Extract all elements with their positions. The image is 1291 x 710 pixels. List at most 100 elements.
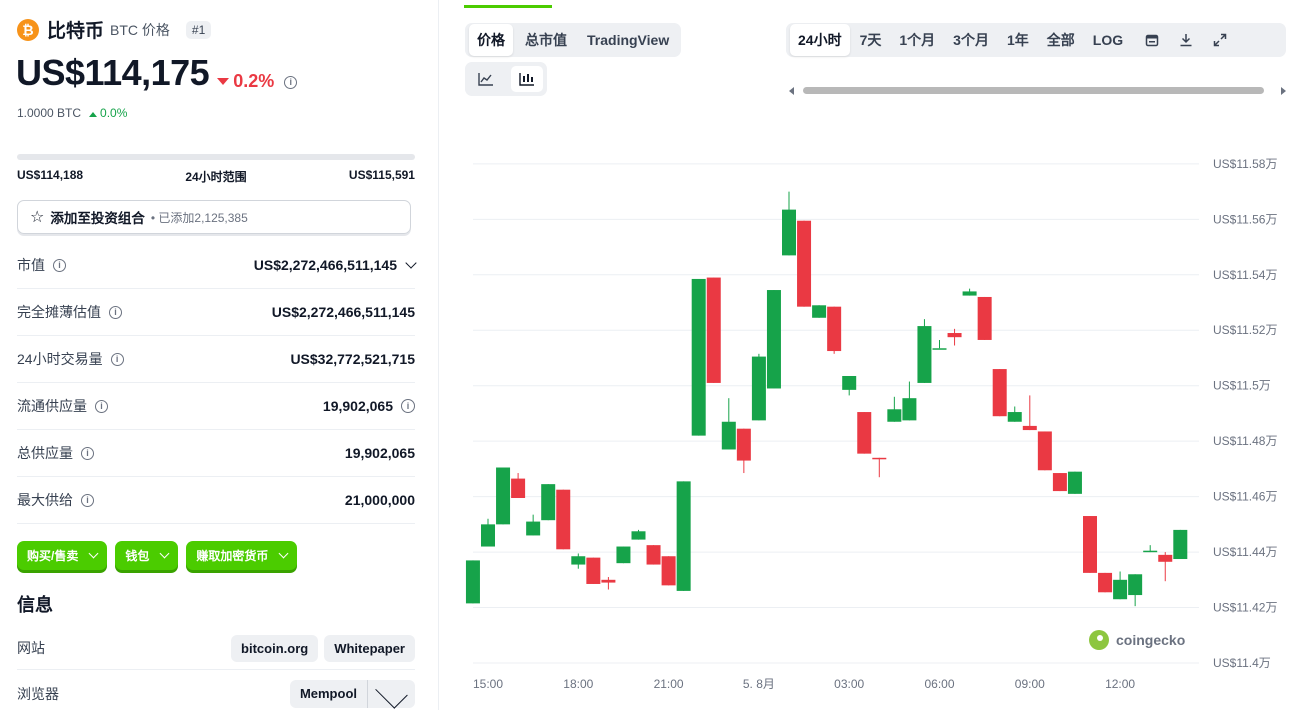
candle-body (1143, 550, 1158, 553)
tab-tradingview[interactable]: TradingView (587, 32, 670, 48)
candle-body (496, 467, 511, 525)
info-icon[interactable]: i (109, 305, 122, 319)
price-candlestick-chart[interactable]: US$11.4万 US$11.42万 US$11.44万 US$11.46万 US$11… (439, 0, 1291, 710)
website-link[interactable]: bitcoin.org (231, 634, 319, 662)
range-3m[interactable]: 3个月 (953, 32, 989, 48)
candle-body (1083, 516, 1097, 573)
range-7d[interactable]: 7天 (859, 32, 882, 48)
candle-body (1128, 574, 1143, 596)
price-row: US$114,175 0.2% i (16, 52, 298, 94)
buy-sell-button[interactable]: 购买/售卖 (17, 541, 108, 570)
stat-label-text: 完全摊薄估值 (17, 304, 101, 320)
stat-value: 19,902,065 (344, 445, 415, 461)
scroll-right-arrow-icon[interactable] (1281, 87, 1286, 95)
btc-value: 1.0000 BTC (17, 106, 82, 120)
expand-icon (1213, 33, 1227, 47)
btc-change-value: 0.0% (100, 106, 128, 120)
info-icon[interactable]: i (81, 446, 94, 460)
add-to-portfolio-button[interactable]: ☆ 添加至投资组合 • 已添加2,125,385 (17, 200, 411, 234)
chart-panel: 价格 总市值 TradingView 24小时 7天 1个月 3个月 1年 全部… (439, 0, 1291, 710)
chart-tabs: 价格 总市值 TradingView (465, 23, 682, 57)
chevron-down-icon (159, 548, 170, 559)
download-button[interactable] (1173, 33, 1199, 47)
scroll-left-arrow-icon[interactable] (789, 87, 794, 95)
stat-label: 市值 i (17, 255, 66, 275)
candle-body (631, 531, 646, 540)
portfolio-label: 添加至投资组合 (50, 211, 145, 226)
candle-body (1113, 579, 1128, 600)
candle-body (992, 369, 1007, 417)
calendar-icon (1145, 34, 1159, 47)
wallet-label: 钱包 (125, 549, 150, 563)
x-tick-label: 06:00 (924, 677, 954, 691)
stat-value: US$2,272,466,511,145 (253, 257, 397, 273)
candle-body (1007, 412, 1022, 422)
tab-market-cap[interactable]: 总市值 (525, 32, 567, 48)
chevron-down-icon (375, 676, 408, 709)
range-all[interactable]: 全部 (1046, 32, 1075, 48)
info-icon[interactable]: i (110, 352, 124, 366)
info-section-title: 信息 (17, 595, 53, 615)
scrollbar-thumb[interactable] (803, 87, 1264, 94)
stat-value: 19,902,065 i (323, 398, 415, 414)
candle-body (481, 524, 495, 547)
x-tick-label: 15:00 (473, 677, 503, 691)
candlestick-chart-button[interactable] (510, 66, 543, 92)
explorer-link[interactable]: Mempool (299, 686, 357, 701)
explorer-row: 浏览器 Mempool (17, 676, 415, 709)
stat-label-text: 市值 (17, 257, 45, 273)
candle-body (887, 409, 902, 422)
portfolio-added-count: • 已添加2,125,385 (150, 210, 248, 225)
coingecko-watermark: coingecko (1089, 630, 1185, 650)
website-label: 网站 (17, 640, 45, 656)
fullscreen-button[interactable] (1207, 33, 1233, 47)
y-tick-label: US$11.44万 (1213, 545, 1277, 559)
candle-body (511, 478, 526, 499)
tab-price[interactable]: 价格 (469, 24, 513, 56)
line-chart-icon (477, 73, 493, 86)
chart-scrollbar[interactable] (789, 86, 1286, 96)
explorer-dropdown[interactable] (367, 676, 415, 709)
explorer-label: 浏览器 (17, 686, 59, 702)
website-row: 网站 bitcoin.org Whitepaper (17, 627, 415, 670)
y-tick-label: US$11.52万 (1213, 323, 1277, 337)
info-icon[interactable]: i (95, 399, 108, 413)
candle-body (947, 333, 962, 338)
range-1y[interactable]: 1年 (1006, 32, 1029, 48)
candle-body (465, 560, 480, 604)
candle-body (962, 291, 977, 296)
stat-value: US$2,272,466,511,145 (271, 304, 415, 320)
earn-label: 赚取加密货币 (196, 549, 269, 563)
whitepaper-link[interactable]: Whitepaper (324, 634, 415, 662)
current-price: US$114,175 (16, 52, 210, 93)
info-icon[interactable]: i (284, 75, 298, 89)
y-tick-label: US$11.4万 (1213, 656, 1271, 670)
candle-body (1173, 529, 1188, 560)
line-chart-button[interactable] (470, 66, 502, 92)
coin-header: ₿ 比特币 BTC 价格 #1 (17, 16, 212, 43)
candle-body (797, 220, 812, 307)
range-24h[interactable]: 24小时 (790, 24, 850, 56)
candle-body (977, 296, 992, 340)
y-tick-label: US$11.42万 (1213, 601, 1277, 615)
action-buttons: 购买/售卖 钱包 赚取加密货币 (17, 541, 298, 570)
earn-crypto-button[interactable]: 赚取加密货币 (186, 541, 298, 570)
stat-row: 24小时交易量 i US$32,772,521,715 (17, 336, 415, 383)
range-bar (17, 154, 415, 160)
candle-body (541, 484, 556, 521)
calendar-button[interactable] (1139, 33, 1165, 47)
x-tick-label: 09:00 (1015, 677, 1045, 691)
info-icon[interactable]: i (53, 258, 66, 272)
range-log[interactable]: LOG (1092, 32, 1124, 48)
market-cap-dropdown[interactable]: US$2,272,466,511,145 (253, 257, 417, 273)
wallet-button[interactable]: 钱包 (115, 541, 179, 570)
coin-symbol-label: BTC 价格 (110, 21, 170, 38)
candle-body (601, 579, 616, 583)
info-icon[interactable]: i (81, 493, 94, 507)
candle-body (782, 209, 796, 256)
range-1m[interactable]: 1个月 (899, 32, 936, 48)
range-low: US$114,188 (17, 168, 84, 182)
y-tick-label: US$11.48万 (1213, 434, 1277, 448)
info-icon[interactable]: i (401, 399, 415, 413)
candle-body (1052, 473, 1067, 492)
